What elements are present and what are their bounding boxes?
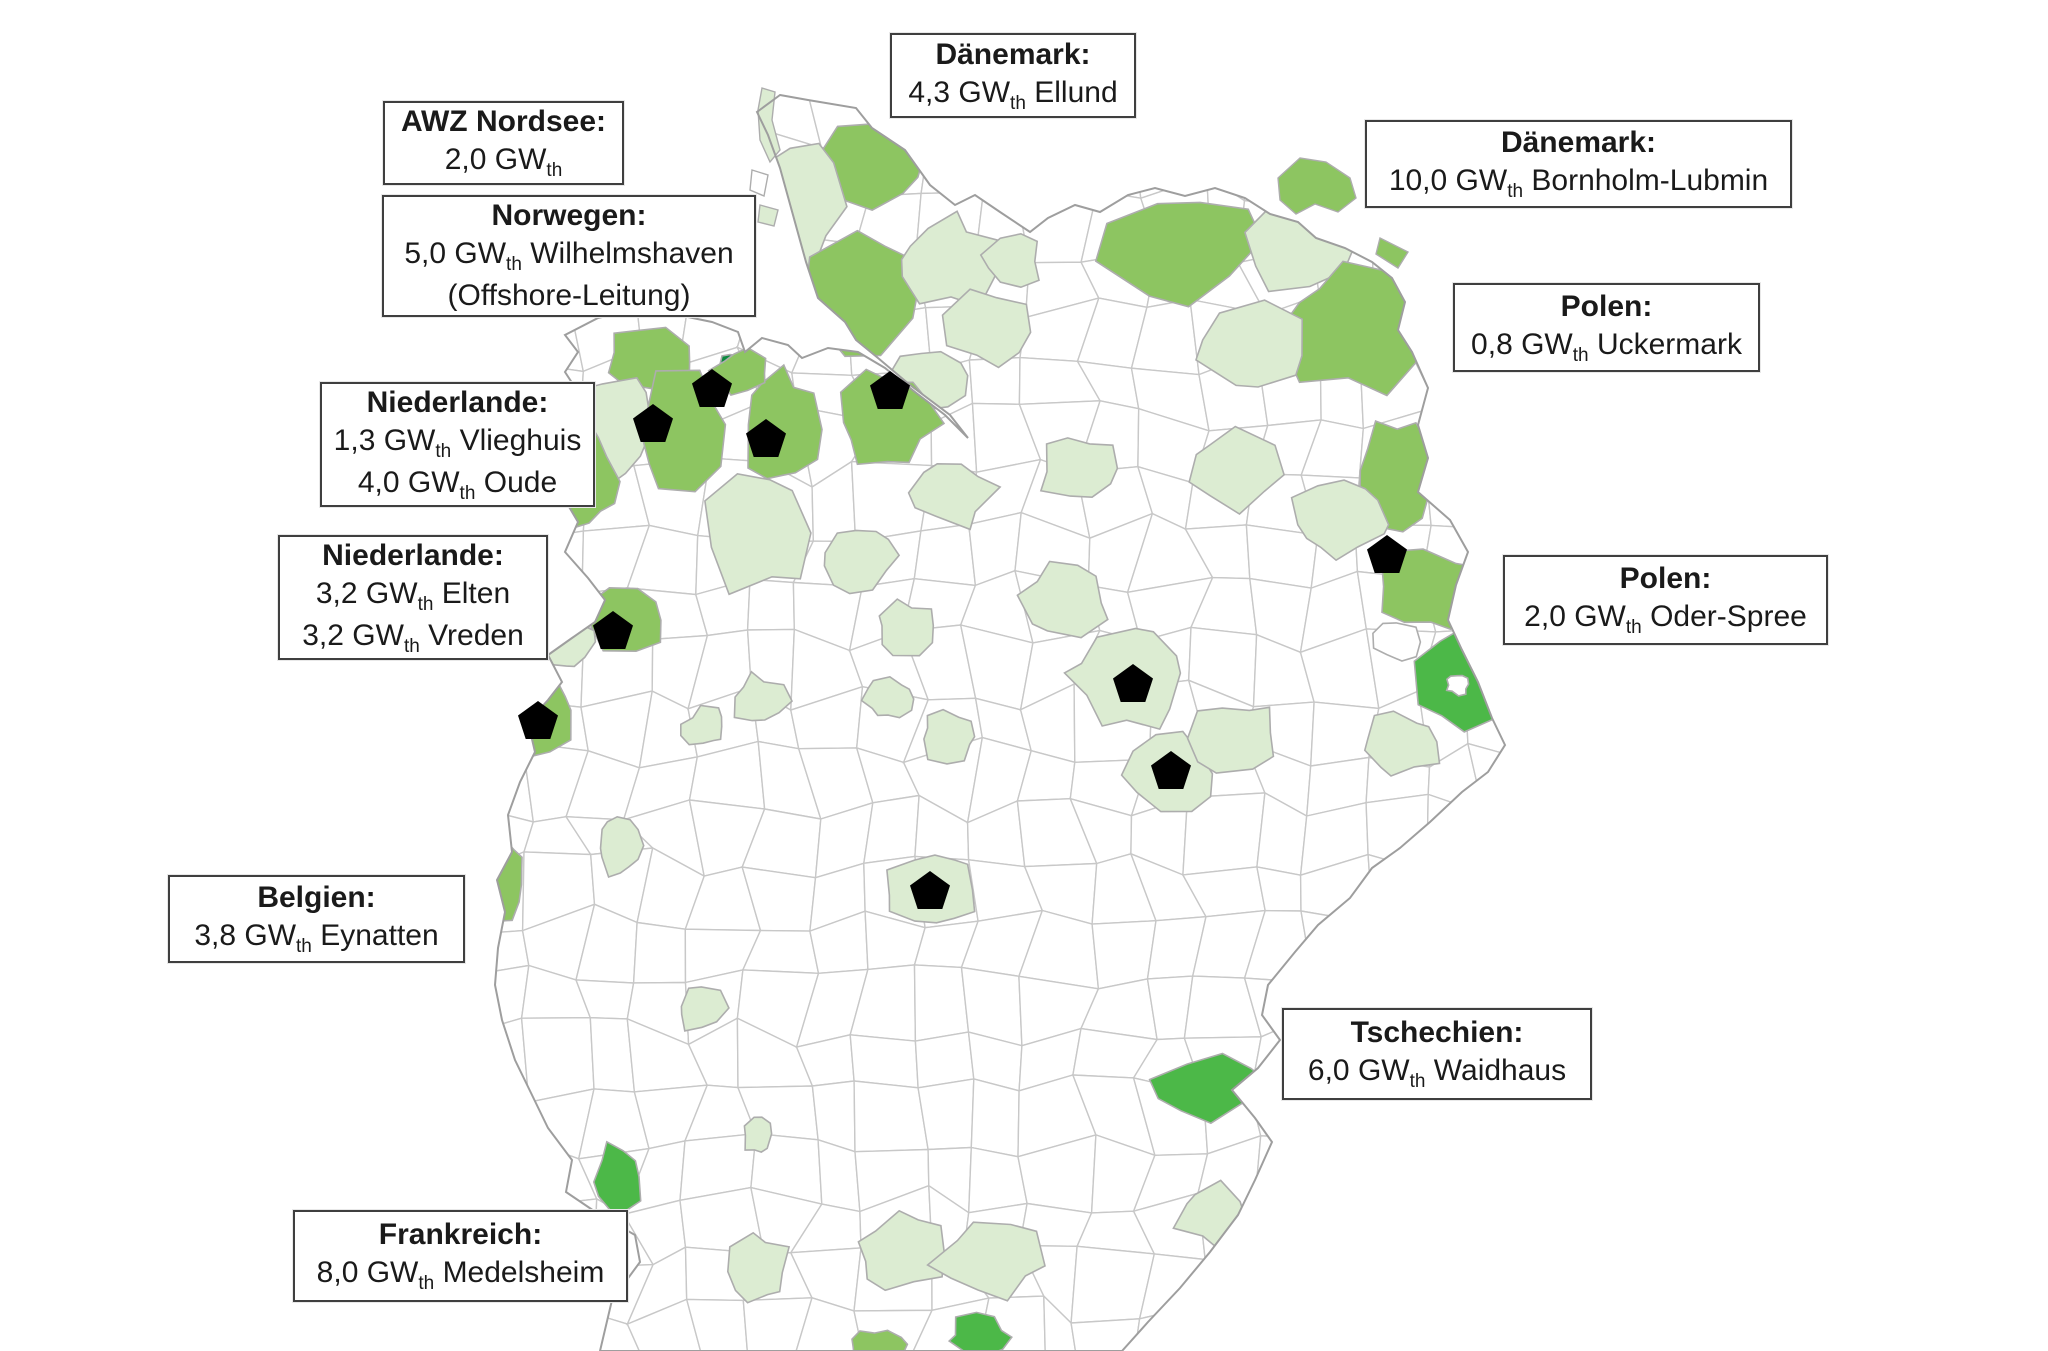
label-capacity-line: (Offshore-Leitung) — [447, 279, 691, 312]
unit-subscript: th — [403, 635, 420, 657]
import-point-marker — [1113, 664, 1153, 702]
map-region — [1188, 425, 1286, 515]
label-country: Dänemark: — [1500, 126, 1657, 159]
label-capacity-line: 5,0 GWth Wilhelmshaven — [404, 237, 734, 275]
map-region — [1016, 560, 1109, 639]
unit-subscript: th — [1409, 1071, 1426, 1092]
import-point-marker — [633, 404, 673, 442]
unit-subscript: th — [459, 482, 476, 504]
map-region — [878, 598, 935, 657]
label-capacity-line: 2,0 GWth — [444, 143, 563, 181]
map-region — [704, 473, 812, 596]
import-point-marker — [1151, 751, 1191, 789]
map-region — [860, 675, 915, 719]
label-capacity-line: 2,0 GWth Oder-Spree — [1524, 600, 1807, 638]
map-region — [726, 1231, 791, 1304]
map-region — [1195, 299, 1304, 388]
map-region — [907, 462, 1002, 531]
map-region — [1372, 622, 1422, 662]
map-label-frankreich: Frankreich: 8,0 GWth Medelsheim — [293, 1210, 628, 1302]
label-capacity-line: 1,3 GWth Vlieghuis — [333, 423, 582, 462]
island — [1375, 236, 1410, 269]
map-region — [680, 986, 730, 1032]
map-region — [1094, 201, 1264, 308]
label-capacity-line: 10,0 GWth Bornholm-Lubmin — [1388, 164, 1769, 202]
label-country: Polen: — [1619, 562, 1712, 595]
unit-subscript: th — [418, 1273, 435, 1294]
label-capacity-line: 6,0 GWth Waidhaus — [1307, 1054, 1567, 1092]
map-label-polen-uckermark: Polen: 0,8 GWth Uckermark — [1453, 283, 1760, 372]
map-region — [592, 1140, 642, 1213]
map-label-daenemark-bornholm: Dänemark: 10,0 GWth Bornholm-Lubmin — [1365, 120, 1792, 208]
import-point-marker — [1367, 535, 1407, 573]
island — [757, 204, 779, 227]
map-region — [1290, 479, 1390, 562]
unit-subscript: th — [1507, 181, 1524, 202]
label-capacity-line: 4,0 GWth Oude — [357, 465, 558, 504]
label-capacity-line: 8,0 GWth Medelsheim — [316, 1256, 605, 1294]
label-capacity-line: 3,2 GWth Vreden — [302, 618, 524, 657]
map-region — [680, 704, 723, 746]
import-point-marker — [518, 701, 558, 739]
import-point-marker — [910, 871, 950, 909]
map-label-tschechien: Tschechien: 6,0 GWth Waidhaus — [1282, 1008, 1592, 1100]
import-point-marker — [746, 419, 786, 457]
label-country: Tschechien: — [1350, 1016, 1524, 1049]
map-label-daenemark-ellund: Dänemark: 4,3 GWth Ellund — [890, 33, 1136, 118]
unit-subscript: th — [506, 254, 522, 275]
unit-subscript: th — [1572, 344, 1589, 366]
island — [749, 169, 769, 197]
unit-subscript: th — [296, 936, 312, 957]
label-capacity-line: 3,8 GWth Eynatten — [194, 919, 439, 957]
map-region — [599, 815, 645, 879]
map-region — [941, 288, 1032, 369]
unit-subscript: th — [417, 593, 434, 615]
germany-outline — [493, 93, 1507, 1351]
map-region — [1445, 674, 1470, 697]
label-country: Dänemark: — [935, 37, 1091, 71]
map-region — [743, 1116, 773, 1153]
import-point-marker — [692, 369, 732, 407]
import-point-marker — [593, 611, 633, 649]
unit-subscript: th — [1010, 92, 1026, 114]
map-region — [926, 1221, 1046, 1302]
map-label-niederlande-sued: Niederlande: 3,2 GWth Elten 3,2 GWth Vrede… — [278, 535, 548, 660]
label-country: Niederlande: — [322, 538, 504, 572]
map-region — [923, 708, 976, 765]
map-region — [1148, 1052, 1276, 1125]
label-capacity-line: 4,3 GWth Ellund — [908, 75, 1118, 114]
map-label-polen-oder-spree: Polen: 2,0 GWth Oder-Spree — [1503, 555, 1828, 645]
label-country: Frankreich: — [378, 1218, 543, 1251]
label-country: Polen: — [1560, 289, 1653, 323]
map-region — [979, 232, 1040, 289]
label-country: Norwegen: — [491, 199, 647, 232]
unit-subscript: th — [435, 440, 452, 462]
map-region — [851, 1329, 909, 1351]
map-label-awz-nordsee: AWZ Nordsee: 2,0 GWth — [383, 101, 624, 185]
map-label-belgien: Belgien: 3,8 GWth Eynatten — [168, 875, 465, 963]
map-region — [1186, 706, 1275, 774]
label-country: Belgien: — [257, 881, 376, 914]
map-region — [857, 1209, 945, 1292]
import-point-marker — [870, 371, 910, 409]
map-region — [495, 833, 523, 922]
unit-subscript: th — [546, 160, 563, 181]
label-country: Niederlande: — [366, 385, 549, 419]
map-region — [1363, 710, 1441, 777]
map-region — [1039, 437, 1119, 499]
label-capacity-line: 0,8 GWth Uckermark — [1471, 327, 1742, 366]
map-region — [733, 670, 793, 722]
label-capacity-line: 3,2 GWth Elten — [315, 576, 511, 615]
map-region — [823, 529, 901, 595]
label-country: AWZ Nordsee: — [400, 105, 607, 138]
map-label-niederlande-nord: Niederlande: 1,3 GWth Vlieghuis 4,0 GWth O… — [320, 382, 595, 507]
island — [1277, 157, 1357, 215]
map-label-norwegen: Norwegen: 5,0 GWth Wilhelmshaven (Offshore… — [382, 195, 756, 317]
unit-subscript: th — [1625, 617, 1642, 638]
